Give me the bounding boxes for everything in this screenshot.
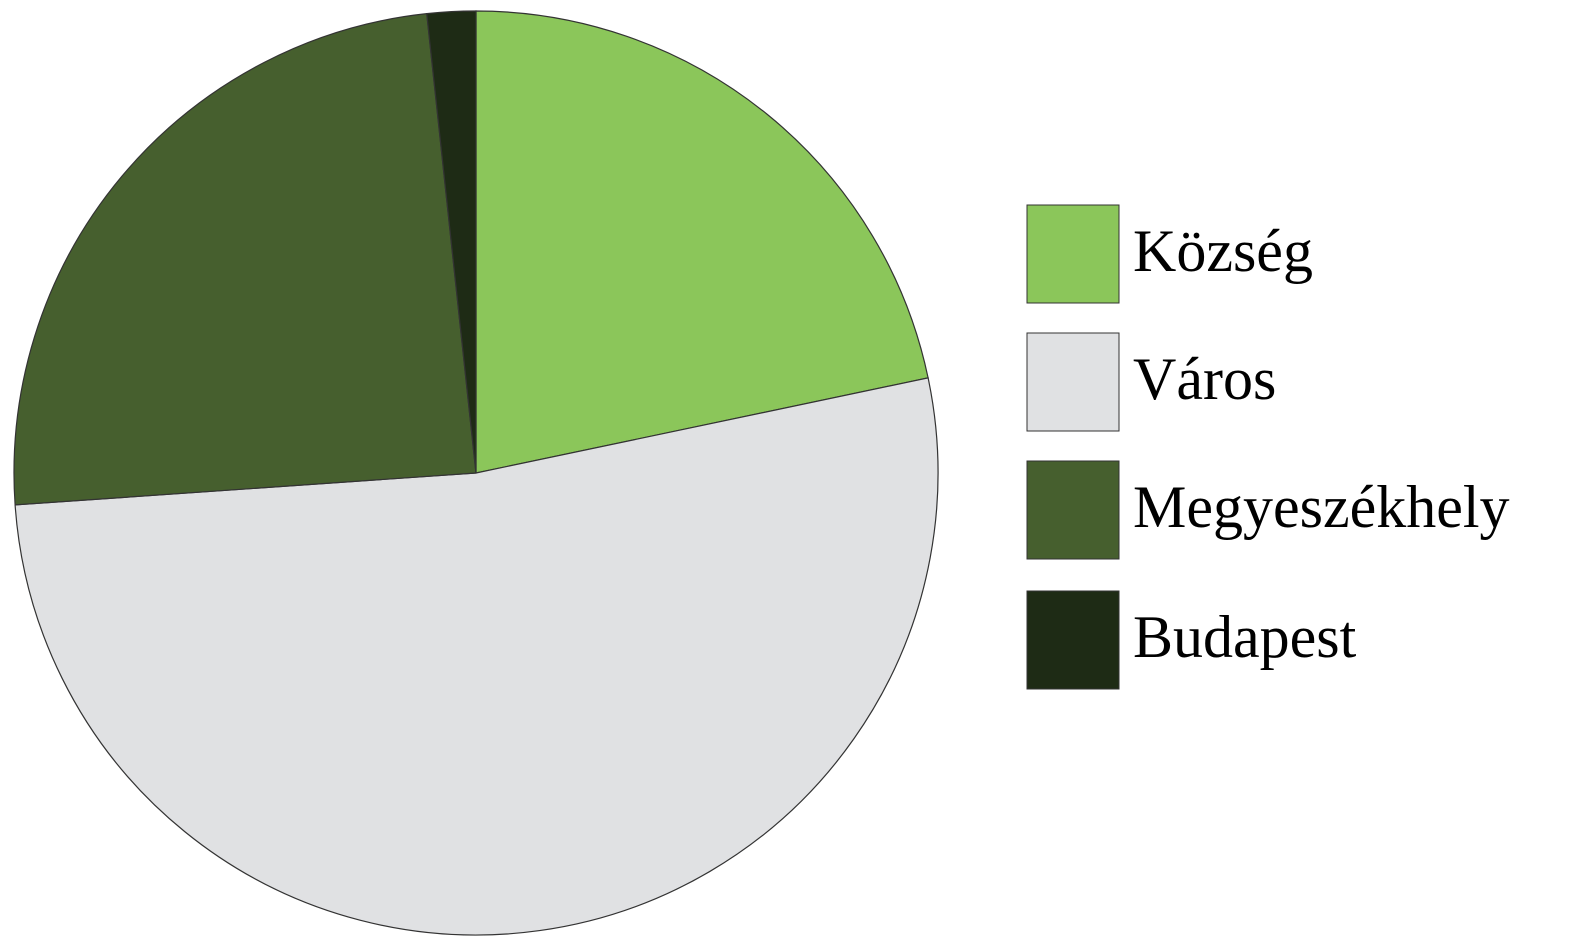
- pie-slice: [13, 12, 477, 506]
- legend-label: Város: [1133, 346, 1276, 412]
- pie-slice: [426, 10, 477, 474]
- pie-slice: [475, 10, 929, 474]
- legend-swatch: [1026, 460, 1120, 560]
- legend-swatch: [1026, 590, 1120, 690]
- legend-swatch: [1026, 204, 1120, 304]
- legend-label: Megyeszékhely: [1133, 474, 1510, 540]
- pie-slice: [14, 377, 939, 936]
- legend-label: Község: [1133, 218, 1313, 284]
- legend-label: Budapest: [1133, 604, 1357, 670]
- legend-swatch: [1026, 332, 1120, 432]
